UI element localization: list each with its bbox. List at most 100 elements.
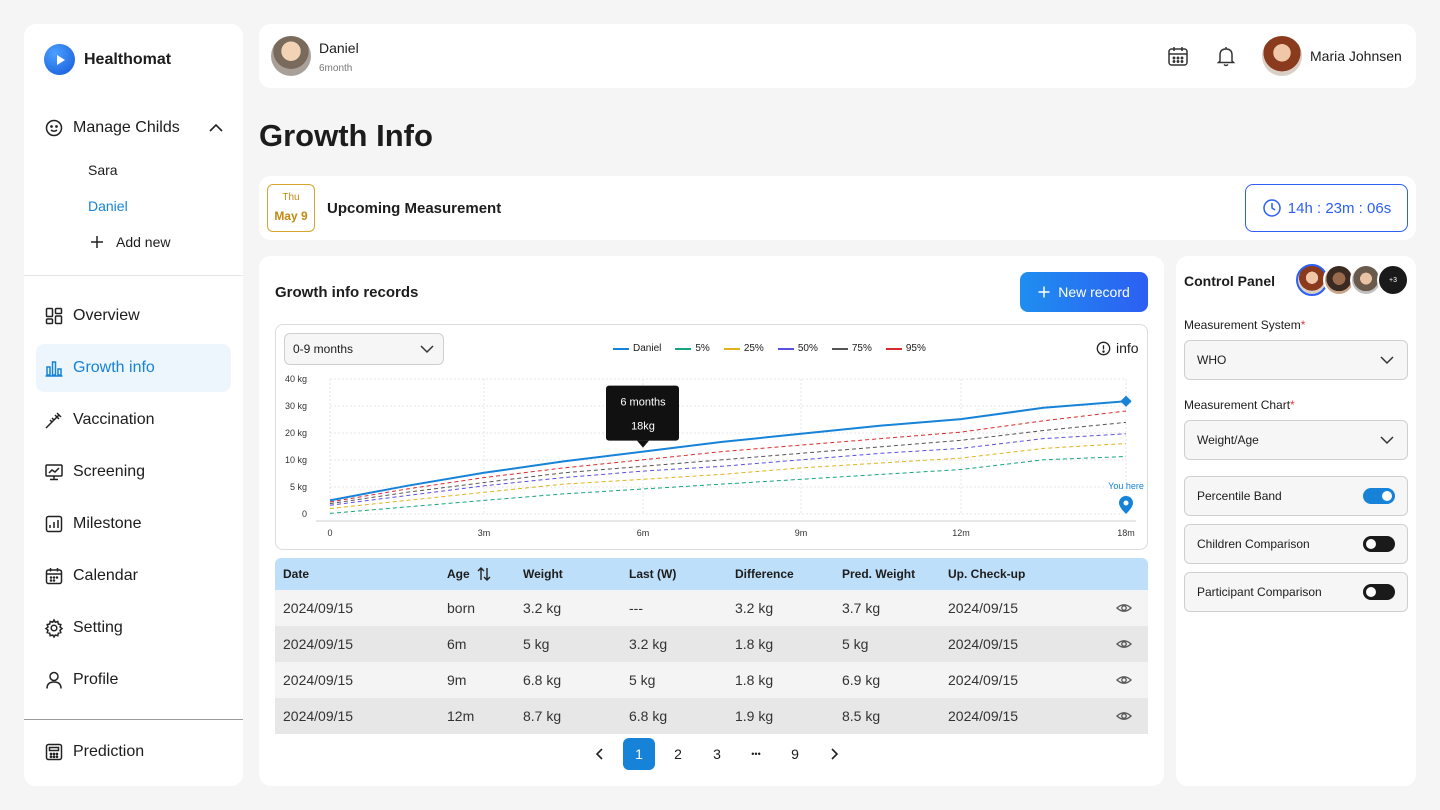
child-name: Daniel (319, 40, 359, 56)
page-button-2[interactable]: 2 (674, 746, 682, 762)
y-tick-label: 20 kg (285, 428, 307, 438)
header-checkup[interactable]: Up. Check-up (948, 567, 1026, 581)
child-avatar[interactable] (271, 36, 311, 76)
table-cell: 2024/09/15 (948, 636, 1019, 652)
percentile-band-label: Percentile Band (1197, 489, 1282, 503)
prev-page-button[interactable] (584, 738, 616, 770)
sidebar-divider (24, 719, 243, 720)
children-comparison-toggle[interactable] (1363, 536, 1395, 552)
add-child-button[interactable]: Add new (90, 234, 170, 250)
next-page-button[interactable] (818, 738, 850, 770)
toggle-knob (1366, 539, 1376, 549)
chevron-left-icon (595, 748, 603, 760)
legend-item[interactable]: 25% (723, 343, 764, 354)
legend-swatch (723, 347, 740, 350)
y-tick-label: 30 kg (285, 401, 307, 411)
tooltip-box (606, 385, 679, 441)
legend-item[interactable]: 50% (777, 343, 818, 354)
growth-records-card: Growth info records New record 40 kg 30 k… (259, 256, 1164, 786)
legend-item[interactable]: Daniel (613, 343, 661, 354)
percentile-band-toggle[interactable] (1363, 488, 1395, 504)
x-tick-label: 9m (795, 528, 808, 538)
more-participants-badge[interactable]: +3 (1377, 264, 1409, 296)
brand[interactable]: Healthomat (44, 44, 171, 75)
page-title: Growth Info (259, 118, 433, 153)
required-asterisk: * (1300, 318, 1306, 332)
series-line-5pct (329, 456, 1127, 514)
table-cell: 6m (447, 636, 467, 652)
x-tick-label: 12m (952, 528, 970, 538)
table-cell: --- (629, 600, 643, 616)
measurement-chart-select[interactable]: Weight/Age (1184, 420, 1408, 460)
header-age[interactable]: Age (447, 566, 492, 582)
calendar-icon[interactable] (1166, 44, 1190, 68)
y-tick-label: 0 (302, 509, 307, 519)
sidebar-item-label: Prediction (73, 743, 145, 760)
participant-comparison-label: Participant Comparison (1197, 585, 1322, 599)
range-select[interactable]: 0-9 months (284, 333, 444, 365)
header-date[interactable]: Date (283, 567, 310, 581)
y-tick-label: 40 kg (285, 374, 307, 384)
x-tick-label: 0 (327, 528, 332, 538)
toggle-knob (1366, 587, 1376, 597)
sort-icon[interactable] (476, 566, 492, 582)
sidebar-item-screening[interactable]: Screening (36, 448, 231, 496)
measurement-system-select[interactable]: WHO (1184, 340, 1408, 380)
y-tick-label: 10 kg (285, 455, 307, 465)
table-cell: 5 kg (523, 636, 550, 652)
sidebar-item-vaccination[interactable]: Vaccination (36, 396, 231, 444)
table-cell: 9m (447, 672, 467, 688)
chevron-up-icon[interactable] (207, 119, 225, 137)
legend-item[interactable]: 95% (885, 343, 926, 354)
sidebar-item-overview[interactable]: Overview (36, 292, 231, 340)
child-item-sara[interactable]: Sara (88, 162, 118, 178)
eye-icon[interactable] (1116, 600, 1132, 616)
table-cell: born (447, 600, 476, 616)
sidebar-divider (24, 275, 243, 276)
user-avatar[interactable] (1262, 36, 1302, 76)
page-button-1[interactable]: 1 (623, 738, 655, 770)
sidebar-item-growth-info[interactable]: Growth info (36, 344, 231, 392)
tooltip-arrow (637, 440, 649, 448)
participant-avatars[interactable]: +3 (1296, 264, 1409, 296)
header-pred-weight[interactable]: Pred. Weight (842, 567, 916, 581)
legend-item[interactable]: 5% (675, 343, 710, 354)
info-link[interactable]: info (1096, 340, 1139, 356)
table-cell: 3.2 kg (523, 600, 562, 616)
header-last[interactable]: Last (W) (629, 567, 677, 581)
page-button-3[interactable]: 3 (713, 746, 721, 762)
sidebar-item-prediction[interactable]: Prediction (36, 728, 231, 776)
legend-swatch (675, 347, 692, 350)
bell-icon[interactable] (1214, 44, 1238, 68)
smiley-icon (45, 119, 63, 137)
eye-icon[interactable] (1116, 708, 1132, 724)
table-cell: 3.2 kg (629, 636, 668, 652)
eye-icon[interactable] (1116, 672, 1132, 688)
sidebar-item-setting[interactable]: Setting (36, 604, 231, 652)
table-cell: 6.8 kg (523, 672, 562, 688)
user-name[interactable]: Maria Johnsen (1310, 48, 1402, 64)
child-item-daniel[interactable]: Daniel (88, 198, 128, 214)
eye-icon[interactable] (1116, 636, 1132, 652)
legend-swatch (613, 347, 629, 350)
legend-swatch (885, 347, 902, 350)
table-cell: 2024/09/15 (283, 600, 354, 616)
calculator-icon (45, 743, 63, 761)
sidebar-item-calendar[interactable]: Calendar (36, 552, 231, 600)
sidebar-item-milestone[interactable]: Milestone (36, 500, 231, 548)
you-here-label: You here (1108, 481, 1144, 491)
page-button-9[interactable]: 9 (791, 746, 799, 762)
participant-avatar[interactable] (1296, 264, 1328, 296)
manage-childs-toggle[interactable]: Manage Childs (36, 104, 231, 152)
participant-comparison-toggle[interactable] (1363, 584, 1395, 600)
header-weight[interactable]: Weight (523, 567, 563, 581)
legend-item[interactable]: 75% (831, 343, 872, 354)
records-title: Growth info records (275, 284, 419, 301)
plus-icon (1038, 286, 1050, 298)
grid-icon (45, 307, 63, 325)
x-tick-label: 3m (478, 528, 491, 538)
sidebar-item-profile[interactable]: Profile (36, 656, 231, 704)
table-cell: 3.2 kg (735, 600, 774, 616)
header-difference[interactable]: Difference (735, 567, 794, 581)
new-record-button[interactable]: New record (1020, 272, 1148, 312)
